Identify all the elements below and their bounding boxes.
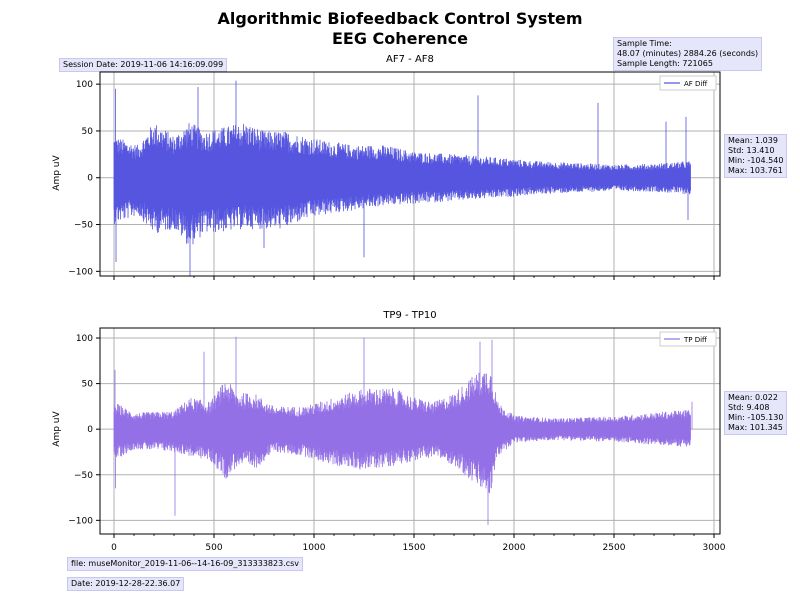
panel2-stats-box: Mean: 0.022 Std: 9.408 Min: -105.130 Max…: [724, 391, 788, 435]
panel1-legend: [659, 75, 717, 91]
panel2-ytick-label: −50: [74, 471, 93, 481]
sample-time-value: 48.07 (minutes) 2884.26 (seconds): [617, 49, 759, 58]
panel2-stat-max: Max: 101.345: [728, 423, 783, 432]
panel2-ytick-label: 0: [87, 425, 93, 435]
file-name-text: file: museMonitor_2019-11-06--14-16-09_3…: [71, 559, 300, 568]
panel2-xtick-label: 0: [111, 543, 117, 553]
panel2-stat-std: Std: 9.408: [728, 403, 770, 412]
panel1-legend-label: AF Diff: [684, 80, 707, 88]
panel1-stats-box: Mean: 1.039 Std: 13.410 Min: -104.540 Ma…: [724, 134, 788, 178]
panel2-ytick-label: −100: [68, 516, 93, 526]
panel2-xtick-label: 2000: [503, 543, 526, 553]
panel2-stat-min: Min: -105.130: [728, 413, 784, 422]
panel1-ytick-label: −50: [74, 221, 93, 231]
sample-time-label: Sample Time:: [617, 39, 672, 48]
panel1-stat-std: Std: 13.410: [728, 146, 775, 155]
panel1-ytick-label: 50: [82, 127, 94, 137]
panel2-legend: [659, 331, 717, 347]
panel2-xtick-label: 500: [205, 543, 222, 553]
panel1-ytick-label: 100: [76, 80, 93, 90]
panel2-xtick-label: 3000: [703, 543, 726, 553]
panel1-frame: [99, 71, 721, 277]
panel2-title: TP9 - TP10: [383, 310, 437, 321]
panel2-xtick-label: 1000: [303, 543, 326, 553]
figure-title-line2: EEG Coherence: [331, 29, 468, 48]
panel1-stat-mean: Mean: 1.039: [728, 136, 778, 145]
panel2-frame: [99, 327, 721, 535]
panel2-series-line: [113, 336, 693, 525]
panel2-xtick-label: 1500: [403, 543, 426, 553]
session-date-text: Session Date: 2019-11-06 14:16:09.099: [63, 60, 224, 69]
panel2-ytick-label: 100: [76, 334, 93, 344]
file-name-box: file: museMonitor_2019-11-06--14-16-09_3…: [67, 557, 304, 571]
panel1-title: AF7 - AF8: [386, 54, 434, 65]
report-date-box: Date: 2019-12-28-22.36.07: [67, 577, 185, 591]
panel1-ytick-label: −100: [68, 267, 93, 277]
sample-info-box: Sample Time: 48.07 (minutes) 2884.26 (se…: [613, 37, 763, 71]
panel1-ytick-label: 0: [87, 174, 93, 184]
panel2-xtick-label: 2500: [603, 543, 626, 553]
panel1-stat-max: Max: 103.761: [728, 166, 783, 175]
panel1-stat-min: Min: -104.540: [728, 156, 784, 165]
panel2-legend-label: TP Diff: [683, 336, 707, 344]
panel1-series-line: [113, 80, 691, 276]
figure-title-line1: Algorithmic Biofeedback Control System: [217, 9, 583, 28]
report-date-text: Date: 2019-12-28-22.36.07: [71, 579, 181, 588]
panel2-stat-mean: Mean: 0.022: [728, 393, 778, 402]
sample-length: Sample Length: 721065: [617, 59, 713, 68]
panel2-ytick-label: 50: [82, 380, 94, 390]
